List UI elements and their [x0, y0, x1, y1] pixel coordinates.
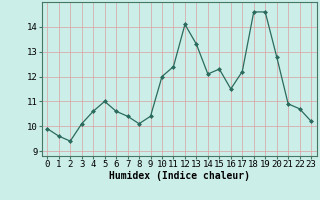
X-axis label: Humidex (Indice chaleur): Humidex (Indice chaleur)	[109, 171, 250, 181]
